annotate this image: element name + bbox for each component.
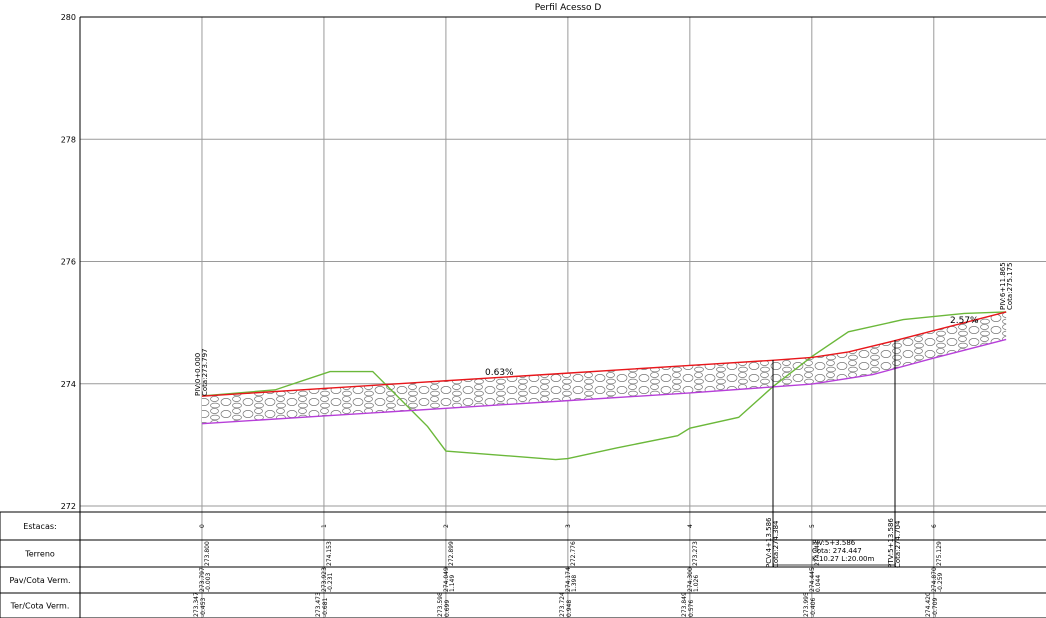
profile-line (201, 311, 1007, 461)
pav-diff: 1.026 (693, 575, 700, 592)
pav-value: 274.870 (931, 567, 938, 592)
annotation: Cota: 274.447 (812, 547, 862, 555)
terreno-value: 272.899 (448, 541, 455, 566)
ter-diff: 0.576 (688, 600, 695, 617)
pav-diff: 1.149 (449, 575, 456, 592)
ter-value: 273.724 (559, 592, 566, 617)
annotation: PIV:6+11.865 (999, 262, 1007, 310)
pav-diff: -0.259 (937, 572, 944, 592)
row-label: Estacas: (23, 522, 56, 531)
ter-value: 274.420 (925, 592, 932, 617)
pav-value: 274.049 (443, 567, 450, 592)
station-label: 6 (931, 524, 938, 528)
ter-value: 273.598 (437, 592, 444, 617)
terreno-value: 274.153 (326, 541, 333, 566)
y-tick-label: 276 (61, 258, 76, 267)
curve-bracket (772, 563, 896, 567)
terreno-value: 273.273 (692, 541, 699, 566)
ter-value: 273.347 (193, 592, 200, 617)
pav-value: 274.300 (687, 567, 694, 592)
annotation: PTV:5+13.586 (887, 518, 895, 568)
terreno-value: 273.800 (204, 541, 211, 566)
ter-diff: -0.681 (322, 597, 329, 617)
station-label: 0 (199, 524, 206, 528)
annotation: 0.63% (485, 368, 514, 378)
pav-value: 274.445 (809, 567, 816, 592)
pav-value: 274.174 (565, 567, 572, 592)
y-tick-label: 280 (61, 13, 76, 22)
terreno-value: 274.445 (814, 541, 821, 566)
station-label: 4 (687, 524, 694, 528)
ter-diff: -0.453 (200, 597, 207, 617)
station-label: 2 (443, 524, 450, 528)
y-tick-label: 274 (61, 380, 76, 389)
annotation: K:10.27 L:20.00m (812, 555, 875, 563)
station-label: 3 (565, 524, 572, 528)
terreno-value: 275.129 (936, 541, 943, 566)
terreno-value: 272.776 (570, 541, 577, 566)
annotation: PCV:4+13.586 (765, 517, 773, 568)
annotation: Cota:274.384 (772, 520, 780, 568)
ter-diff: -0.406 (810, 597, 817, 617)
y-tick-label: 278 (61, 135, 76, 144)
ter-value: 273.849 (681, 592, 688, 617)
ter-value: 273.473 (315, 592, 322, 617)
pav-diff: -0.231 (327, 572, 334, 592)
ter-diff: -0.709 (932, 597, 939, 617)
annotation: 2.57% (950, 316, 979, 326)
annotation: Cota:275.175 (1006, 262, 1014, 310)
pav-value: 273.923 (321, 567, 328, 592)
pav-value: 273.797 (199, 567, 206, 592)
pav-diff: -0.003 (205, 572, 212, 592)
annotation: PIV:0+0.000 (194, 353, 202, 396)
row-label: Pav/Cota Verm. (9, 576, 70, 585)
ter-diff: 0.948 (566, 600, 573, 617)
profile-line (201, 338, 1007, 425)
station-label: 1 (321, 524, 328, 528)
ter-diff: 0.699 (444, 600, 451, 617)
pavement-fill (201, 311, 1007, 424)
station-label: 5 (809, 524, 816, 528)
pav-diff: 1.398 (571, 575, 578, 592)
row-label: Terreno (24, 550, 55, 559)
chart-title: Perfil Acesso D (535, 3, 602, 13)
pav-diff: 0.044 (815, 575, 822, 592)
annotation: Cota:273.797 (201, 348, 209, 396)
annotation: Cota:274.704 (894, 520, 902, 568)
ter-value: 273.995 (803, 592, 810, 617)
row-label: Ter/Cota Verm. (10, 602, 70, 611)
y-tick-label: 272 (61, 502, 76, 511)
annotation: PIV:5+3.586 (812, 539, 856, 547)
